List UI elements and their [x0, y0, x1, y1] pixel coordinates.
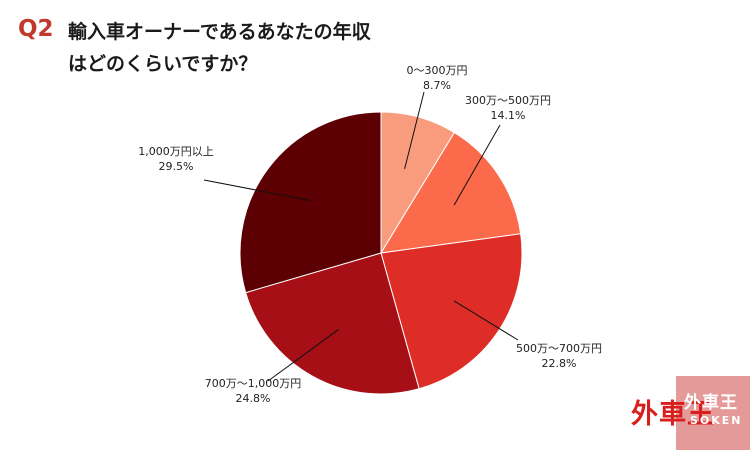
logo-text-red: 外車王: [631, 399, 715, 430]
leader-line: [453, 300, 519, 341]
title-line-1: 輸入車オーナーであるあなたの年収: [68, 21, 371, 43]
slice-category-label: 500万～700万円: [516, 342, 602, 355]
logo-subtext: SOKEN: [690, 414, 743, 427]
pie-slice: [239, 111, 382, 294]
slice-value-label: 24.8%: [236, 392, 271, 405]
slice-category-label: 300万～500万円: [465, 94, 551, 107]
leader-line: [453, 124, 501, 206]
leader-line: [267, 329, 339, 382]
pie-slice: [380, 131, 522, 254]
title-line-2: はどのくらいですか？: [68, 53, 258, 75]
slice-value-label: 8.7%: [423, 79, 451, 92]
slice-category-label: 1,000万円以上: [138, 145, 214, 158]
pie-slice: [245, 252, 420, 395]
logo-background: [676, 376, 750, 450]
leader-line: [203, 179, 312, 202]
slice-value-label: 22.8%: [542, 357, 577, 370]
leader-line: [404, 91, 425, 169]
slice-category-label: 0～300万円: [407, 64, 468, 77]
logo-text: 外車王: [684, 393, 738, 413]
question-number: Q2: [18, 16, 54, 42]
slice-value-label: 14.1%: [491, 109, 526, 122]
pie-slice: [380, 233, 523, 390]
chart-title: 輸入車オーナーであるあなたの年収 はどのくらいですか？: [68, 16, 371, 80]
slice-value-label: 29.5%: [159, 160, 194, 173]
slice-category-label: 700万～1,000万円: [205, 377, 302, 390]
